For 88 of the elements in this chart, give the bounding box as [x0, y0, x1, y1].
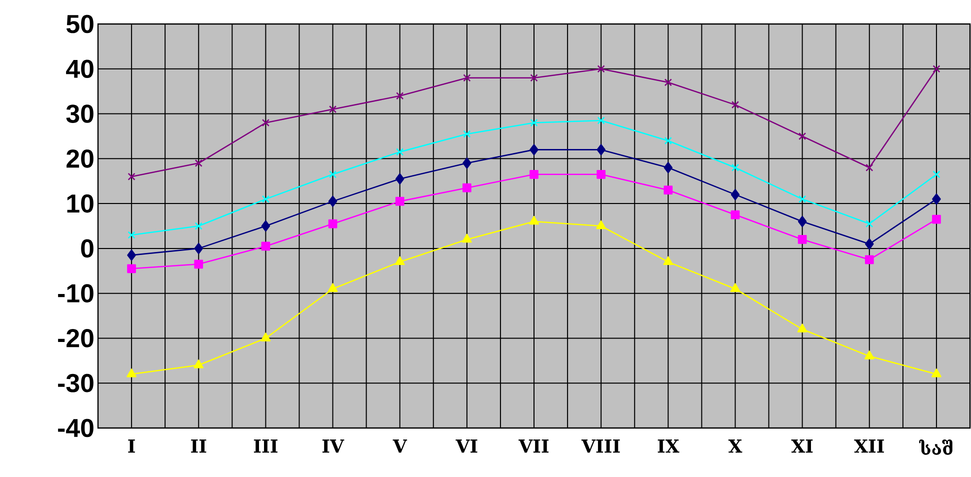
point [798, 195, 806, 203]
point [664, 162, 673, 174]
point [731, 100, 740, 109]
point [128, 172, 136, 180]
point [932, 368, 942, 378]
point [730, 210, 740, 220]
point [328, 170, 337, 178]
point [262, 118, 270, 127]
point [798, 132, 806, 140]
point [597, 116, 605, 124]
x-tick-label: VI [456, 440, 478, 453]
point [395, 173, 404, 184]
point [462, 234, 472, 243]
point [194, 360, 204, 368]
point [596, 144, 606, 156]
point [462, 158, 472, 169]
y-tick-label: 40 [66, 60, 94, 78]
point [731, 164, 740, 172]
point [866, 164, 874, 172]
point [194, 159, 202, 167]
point [932, 170, 940, 178]
point [932, 214, 941, 224]
point [194, 260, 204, 269]
point [798, 235, 807, 244]
point [462, 183, 472, 192]
y-tick-label: 20 [66, 149, 94, 168]
point [597, 65, 605, 73]
point [864, 255, 874, 264]
x-tick-label: IV [322, 440, 344, 453]
point [127, 250, 136, 261]
point [260, 332, 271, 342]
point [396, 92, 404, 100]
x-tick-label: V [392, 440, 408, 453]
x-tick-label: II [191, 440, 206, 453]
point [128, 231, 136, 239]
x-tick-label: VII [518, 440, 549, 453]
point [596, 220, 606, 230]
point [328, 219, 338, 228]
y-tick-label: 0 [81, 239, 94, 258]
point [463, 74, 471, 82]
point [194, 222, 202, 230]
point [261, 220, 270, 232]
point [932, 65, 940, 73]
y-tick-label: 50 [66, 14, 94, 34]
point [865, 238, 874, 250]
x-tick-label: XI [791, 440, 813, 453]
x-tick-label: XII [854, 440, 884, 453]
point [328, 196, 338, 207]
point [529, 216, 539, 225]
y-tick-label: 30 [66, 104, 94, 123]
point [663, 256, 674, 266]
point [797, 324, 808, 332]
point [262, 195, 270, 203]
point [328, 283, 338, 292]
point [127, 264, 136, 274]
point [463, 130, 471, 138]
point [530, 170, 538, 179]
point [194, 242, 204, 254]
y-tick-label: -20 [58, 329, 94, 348]
point [664, 136, 672, 145]
point [932, 193, 941, 205]
point [664, 78, 672, 86]
x-tick-label: I [128, 440, 135, 453]
point [530, 144, 538, 156]
y-tick-label: 10 [67, 194, 94, 213]
point [798, 216, 807, 228]
y-tick-label: -40 [58, 418, 94, 438]
point [866, 220, 874, 228]
x-tick-label: საშ [919, 440, 952, 455]
point [864, 350, 874, 360]
point [530, 118, 538, 127]
point [126, 368, 137, 378]
x-tick-label: IX [658, 440, 680, 453]
point [664, 186, 673, 195]
point [396, 148, 404, 156]
point [530, 74, 538, 82]
x-tick-label: VIII [581, 440, 620, 453]
point [730, 283, 740, 292]
x-tick-label: III [254, 440, 278, 453]
point [395, 196, 404, 206]
point [394, 256, 405, 266]
y-tick-label: -10 [58, 284, 94, 302]
y-tick-label: -30 [58, 374, 94, 392]
x-tick-label: X [728, 440, 742, 453]
point [261, 242, 270, 251]
point [328, 105, 337, 114]
point [730, 188, 740, 200]
point [596, 170, 606, 179]
